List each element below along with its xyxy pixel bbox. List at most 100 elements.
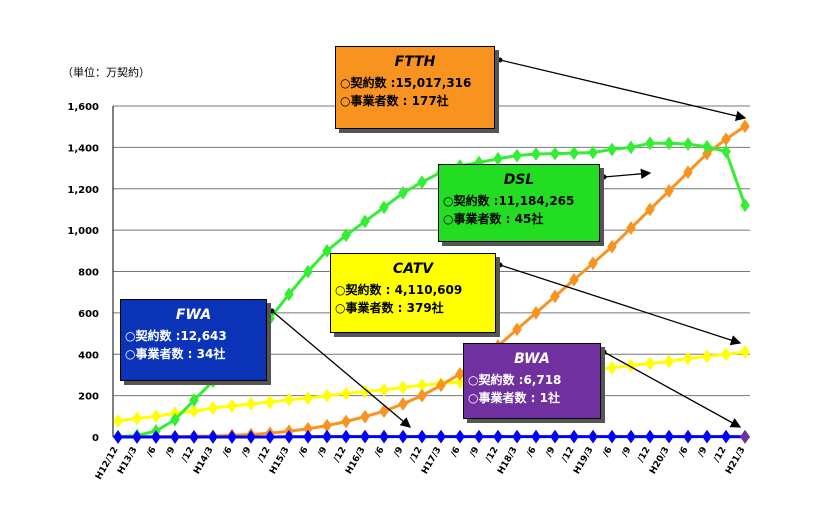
fwa-callout-arrow [271, 310, 411, 428]
data-point-ftth [645, 202, 655, 217]
data-point-fwa [246, 430, 256, 444]
x-tick-label: /9 [316, 446, 329, 459]
dsl-callout: DSL ○契約数 :11,184,265 ○事業者数 : 45社 [438, 164, 600, 242]
data-point-catv [265, 395, 275, 410]
data-point-catv [303, 391, 313, 405]
ftth-contracts: ○契約数 :15,017,316 [340, 76, 472, 90]
data-point-ftth [721, 132, 731, 146]
data-point-ftth [341, 414, 351, 429]
ftth-callout-name: FTTH [394, 54, 436, 70]
x-tick-label: /9 [696, 446, 709, 459]
dsl-callout-arrow [603, 168, 652, 179]
data-point-fwa [265, 430, 275, 444]
data-point-fwa [512, 429, 522, 444]
data-point-catv [645, 356, 655, 371]
data-point-fwa [626, 429, 636, 444]
y-tick-label: 1,400 [67, 143, 99, 154]
data-point-fwa [113, 430, 123, 444]
x-tick-label: /6 [373, 446, 386, 459]
ftth-callout: FTTH ○契約数 :15,017,316 ○事業者数 : 177社 [335, 46, 495, 129]
data-point-catv [740, 345, 750, 359]
data-point-fwa [455, 429, 465, 444]
data-point-dsl [664, 136, 674, 151]
data-point-dsl [493, 151, 503, 166]
y-tick-label: 800 [78, 268, 99, 279]
data-point-catv [702, 349, 712, 364]
catv-operators: ○事業者数 : 379社 [335, 301, 444, 315]
data-point-fwa [227, 430, 237, 444]
data-point-dsl [721, 144, 731, 159]
data-point-ftth [531, 306, 541, 320]
data-point-ftth [588, 256, 598, 271]
x-tick-label: /12 [332, 446, 349, 465]
bwa-callout-dot [601, 349, 607, 355]
data-point-catv [284, 392, 294, 407]
bwa-callout-arrow [603, 351, 742, 428]
data-point-ftth [664, 183, 674, 198]
fwa-callout: FWA ○契約数 :12,643 ○事業者数 : 34社 [120, 299, 267, 381]
data-point-catv [113, 413, 123, 428]
data-point-fwa [284, 429, 294, 444]
data-point-dsl [360, 214, 370, 229]
data-point-ftth [512, 322, 522, 337]
series-line-catv [117, 350, 746, 423]
data-point-dsl [170, 412, 180, 427]
data-point-dsl [702, 139, 712, 154]
x-tick-label: /6 [677, 446, 690, 459]
y-tick-label: 200 [78, 392, 99, 403]
x-tick-label: /6 [297, 446, 310, 459]
fwa-contracts: ○契約数 :12,643 [125, 329, 227, 343]
dsl-contracts: ○契約数 :11,184,265 [443, 194, 575, 208]
y-tick-label: 1,600 [67, 102, 99, 113]
x-tick-label: /9 [620, 446, 633, 459]
data-point-catv [132, 411, 142, 426]
data-point-ftth [683, 165, 693, 180]
data-point-ftth [569, 272, 579, 287]
data-point-fwa [474, 429, 484, 444]
bwa-callout: BWA ○契約数 :6,718 ○事業者数 : 1社 [463, 343, 601, 419]
data-point-catv [151, 409, 161, 424]
x-tick-label: /6 [145, 446, 158, 459]
data-point-dsl [550, 146, 560, 161]
data-point-fwa [170, 430, 180, 444]
x-tick-label: /9 [544, 446, 557, 459]
data-point-catv [721, 347, 731, 362]
data-point-ftth [455, 367, 465, 381]
x-tick-label: /12 [256, 446, 273, 465]
data-point-fwa [322, 429, 332, 444]
data-point-ftth [740, 119, 750, 134]
data-point-dsl [512, 148, 522, 163]
x-tick-label: /12 [560, 446, 577, 465]
data-point-catv [664, 354, 674, 369]
data-point-dsl [588, 145, 598, 160]
data-point-catv [322, 388, 332, 403]
data-point-fwa [303, 429, 313, 444]
data-point-catv [607, 360, 617, 375]
catv-callout-name: CATV [392, 261, 434, 277]
data-point-catv [227, 399, 237, 413]
data-point-dsl [531, 147, 541, 161]
data-point-fwa [436, 429, 446, 444]
x-tick-label: /9 [392, 446, 405, 459]
catv-callout: CATV ○契約数 : 4,110,609 ○事業者数 : 379社 [330, 253, 496, 333]
ftth-callout-arrow [499, 59, 747, 121]
data-point-dsl [740, 198, 750, 213]
data-point-catv [189, 404, 199, 419]
ftth-operators: ○事業者数 : 177社 [340, 94, 449, 108]
bwa-operators: ○事業者数 : 1社 [468, 391, 560, 405]
data-point-ftth [398, 397, 408, 411]
y-tick-label: 0 [92, 433, 99, 444]
data-point-fwa [360, 429, 370, 444]
data-point-dsl [645, 136, 655, 151]
x-tick-label: /9 [468, 446, 481, 459]
data-point-fwa [588, 429, 598, 444]
x-tick-label: /6 [525, 446, 538, 459]
x-tick-label: /12 [636, 446, 653, 465]
data-point-ftth [550, 289, 560, 304]
data-point-dsl [189, 393, 199, 408]
data-point-catv [360, 384, 370, 399]
x-tick-label: /6 [221, 446, 234, 459]
data-point-ftth [360, 409, 370, 424]
catv-callout-arrow [499, 264, 742, 346]
data-point-fwa [550, 429, 560, 444]
